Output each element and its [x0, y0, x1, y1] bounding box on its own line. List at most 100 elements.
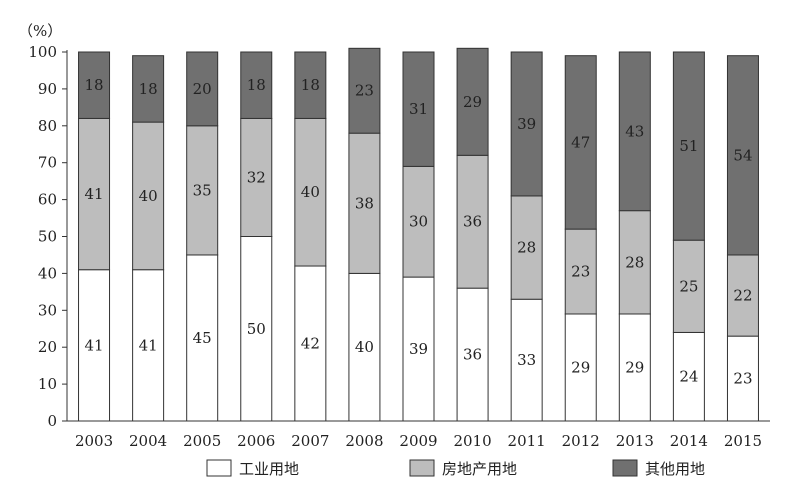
data-label: 23 — [355, 82, 374, 100]
data-label: 40 — [301, 183, 320, 201]
x-tick-label: 2009 — [399, 432, 437, 450]
bar-segment-2 — [672, 239, 705, 333]
legend-label: 房地产用地 — [442, 460, 517, 478]
y-tick-label: 80 — [38, 117, 57, 135]
x-tick-label: 2015 — [724, 432, 762, 450]
x-tick-label: 2003 — [75, 432, 113, 450]
data-label: 38 — [355, 194, 374, 212]
bar-segment-3 — [672, 51, 705, 241]
bar-segment-1 — [618, 313, 651, 422]
data-label: 29 — [571, 358, 590, 376]
x-tick-label: 2013 — [616, 432, 654, 450]
y-tick-label: 60 — [38, 191, 57, 209]
bar-segment-1 — [672, 331, 705, 422]
bar-segment-2 — [78, 117, 111, 271]
data-label: 28 — [517, 239, 536, 257]
bar-segment-3 — [564, 55, 597, 230]
y-tick-label: 70 — [38, 154, 57, 172]
data-label: 36 — [463, 346, 482, 364]
x-tick-label: 2006 — [237, 432, 275, 450]
data-label: 23 — [733, 370, 752, 388]
data-label: 29 — [625, 358, 644, 376]
x-tick-label: 2014 — [670, 432, 708, 450]
data-label: 24 — [679, 368, 698, 386]
y-tick-label: 10 — [38, 375, 57, 393]
data-label: 22 — [733, 287, 752, 305]
data-label: 30 — [409, 213, 428, 231]
data-label: 31 — [409, 100, 428, 118]
x-tick-label: 2012 — [562, 432, 600, 450]
x-tick-label: 2007 — [291, 432, 329, 450]
bar-segment-3 — [186, 51, 219, 127]
data-label: 41 — [84, 185, 103, 203]
y-tick-label: 90 — [38, 80, 57, 98]
data-label: 54 — [733, 146, 752, 164]
bar-segment-2 — [402, 165, 435, 278]
bar-segment-2 — [726, 254, 759, 337]
data-label: 18 — [139, 80, 158, 98]
data-label: 18 — [247, 76, 266, 94]
data-label: 18 — [301, 76, 320, 94]
data-label: 23 — [571, 263, 590, 281]
data-label: 41 — [139, 336, 158, 354]
bar-segment-2 — [132, 121, 165, 271]
bar-segment-1 — [294, 265, 327, 422]
bar-segment-3 — [456, 47, 489, 156]
y-tick-label: 20 — [38, 338, 57, 356]
x-tick-label: 2005 — [183, 432, 221, 450]
bar-segment-1 — [240, 236, 273, 422]
data-label: 51 — [679, 137, 698, 155]
data-label: 40 — [355, 338, 374, 356]
bar-segment-3 — [132, 55, 165, 123]
bar-segment-1 — [456, 287, 489, 422]
y-tick-label: 100 — [28, 43, 57, 61]
data-label: 20 — [193, 80, 212, 98]
bar-segment-1 — [186, 254, 219, 422]
data-label: 41 — [84, 336, 103, 354]
data-label: 18 — [84, 76, 103, 94]
legend-label: 工业用地 — [239, 460, 299, 478]
bar-segment-3 — [78, 51, 111, 119]
bar-segment-3 — [348, 47, 381, 134]
bar-segment-3 — [726, 55, 759, 256]
x-tick-label: 2004 — [129, 432, 167, 450]
legend: 工业用地 房地产用地 其他用地 — [206, 459, 705, 478]
x-tick-label: 2011 — [508, 432, 546, 450]
bar-segment-1 — [564, 313, 597, 422]
data-label: 36 — [463, 213, 482, 231]
x-tick-label: 2010 — [453, 432, 491, 450]
bar-segment-3 — [240, 51, 273, 119]
data-label: 50 — [247, 320, 266, 338]
bars-group: 41 41 18 41 40 18 45 35 20 50 32 18 42 40 18 40 38 23 39 30… — [78, 47, 759, 422]
data-label: 25 — [679, 277, 698, 295]
data-label: 29 — [463, 93, 482, 111]
data-label: 40 — [139, 187, 158, 205]
legend-swatch — [206, 459, 232, 477]
data-label: 45 — [193, 329, 212, 347]
y-tick-label: 40 — [38, 264, 57, 282]
x-tick-label: 2008 — [345, 432, 383, 450]
legend-label: 其他用地 — [645, 460, 705, 478]
data-label: 28 — [625, 253, 644, 271]
data-label: 33 — [517, 351, 536, 369]
data-label: 47 — [571, 133, 590, 151]
bar-segment-2 — [618, 210, 651, 315]
bar-segment-2 — [240, 117, 273, 237]
data-label: 35 — [193, 181, 212, 199]
data-label: 42 — [301, 335, 320, 353]
bar-segment-3 — [402, 51, 435, 167]
data-label: 43 — [625, 122, 644, 140]
y-tick-label: 0 — [47, 412, 57, 430]
bar-segment-2 — [294, 117, 327, 267]
bar-segment-1 — [348, 272, 381, 422]
y-tick-label: 50 — [38, 228, 57, 246]
y-tick-label: 30 — [38, 301, 57, 319]
data-label: 39 — [409, 340, 428, 358]
bar-segment-3 — [294, 51, 327, 119]
x-axis-labels: 2003 2004 2005 2006 2007 2008 2009 2010 2011 2012… — [75, 432, 762, 450]
bar-segment-1 — [78, 269, 111, 422]
data-label: 39 — [517, 115, 536, 133]
legend-swatch — [409, 459, 435, 477]
bar-segment-1 — [402, 276, 435, 422]
